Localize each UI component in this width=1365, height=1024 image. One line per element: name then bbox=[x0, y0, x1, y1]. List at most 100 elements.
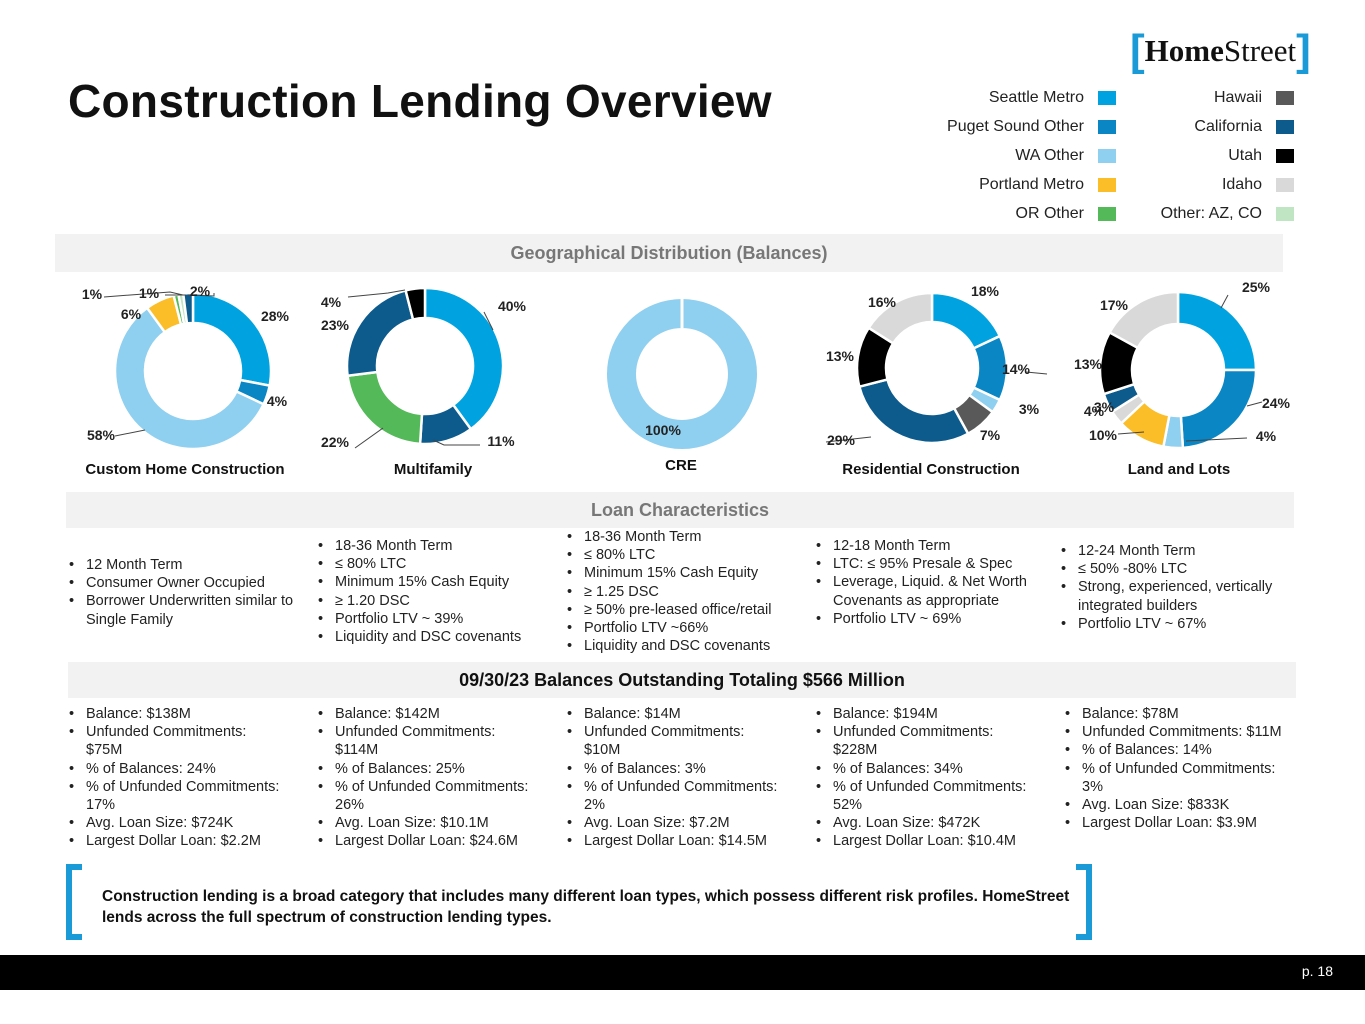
loan-characteristic-item: 12-18 Month Term bbox=[814, 537, 1039, 555]
balance-detail-item: % of Unfunded Commitments: 17% bbox=[67, 778, 282, 814]
data-label: 4% bbox=[1256, 428, 1277, 444]
logo-bracket-left: [ bbox=[1130, 26, 1145, 75]
section-header-geographical: Geographical Distribution (Balances) bbox=[55, 234, 1283, 272]
balance-detail-list: Balance: $78MUnfunded Commitments: $11M%… bbox=[1063, 705, 1283, 833]
data-label: 1% bbox=[139, 285, 160, 301]
chart-title-land-lots: Land and Lots bbox=[1127, 461, 1231, 478]
donut-segment bbox=[113, 306, 266, 451]
legend-swatch bbox=[1276, 120, 1294, 134]
data-label: 24% bbox=[1262, 395, 1291, 411]
legend-label: Portland Metro bbox=[979, 176, 1084, 193]
loan-characteristic-list: 12-24 Month Term≤ 50% -80% LTC Strong, e… bbox=[1059, 542, 1294, 633]
homestreet-logo: [ Home Street ] bbox=[1130, 26, 1311, 75]
donut-segment bbox=[607, 299, 757, 449]
leader-line bbox=[1025, 371, 1048, 375]
legend-item: California bbox=[1194, 116, 1294, 138]
loan-characteristic-list: 12-18 Month TermLTC: ≤ 95% Presale & Spe… bbox=[814, 537, 1039, 628]
loan-characteristic-item: ≤ 80% LTC bbox=[316, 555, 556, 573]
legend-item: OR Other bbox=[1016, 203, 1116, 225]
chart-title-multifamily: Multifamily bbox=[393, 461, 473, 478]
balance-detail-item: % of Unfunded Commitments: 2% bbox=[565, 778, 780, 814]
data-label: 22% bbox=[321, 434, 350, 450]
legend-item: Seattle Metro bbox=[989, 87, 1116, 109]
balance-detail-item: Balance: $142M bbox=[316, 705, 536, 723]
legend-label: Seattle Metro bbox=[988, 89, 1084, 106]
leader-line bbox=[483, 311, 494, 331]
loan-characteristic-item: ≤ 50% -80% LTC bbox=[1059, 560, 1294, 578]
donut-chart-1: 40% 11% 22% 23% 4% bbox=[321, 286, 527, 450]
legend-swatch bbox=[1276, 91, 1294, 105]
balance-detail-item: % of Balances: 24% bbox=[67, 760, 282, 778]
page-number: p. 18 bbox=[1301, 963, 1333, 979]
balance-detail-item: Largest Dollar Loan: $24.6M bbox=[316, 832, 536, 850]
leader-line bbox=[187, 293, 215, 297]
footer-note: Construction lending is a broad category… bbox=[102, 888, 1070, 926]
data-label: 18% bbox=[971, 283, 1000, 299]
data-label: 10% bbox=[1089, 427, 1118, 443]
balance-detail-item: Avg. Loan Size: $833K bbox=[1063, 796, 1283, 814]
balance-detail-item: Largest Dollar Loan: $2.2M bbox=[67, 832, 282, 850]
leader-line bbox=[114, 429, 146, 437]
loan-characteristic-item: 18-36 Month Term bbox=[316, 537, 556, 555]
balance-detail-list: Balance: $142MUnfunded Commitments: $114… bbox=[316, 705, 536, 851]
leader-line bbox=[1246, 401, 1263, 407]
balance-detail-item: Avg. Loan Size: $724K bbox=[67, 814, 282, 832]
bracket-right-decoration bbox=[1076, 864, 1092, 940]
legend-swatch bbox=[1098, 149, 1116, 163]
legend-item: Other: AZ, CO bbox=[1161, 203, 1294, 225]
balance-detail-item: Avg. Loan Size: $10.1M bbox=[316, 814, 536, 832]
donut-segment bbox=[345, 288, 415, 378]
balance-detail-item: % of Balances: 3% bbox=[565, 760, 780, 778]
donut-segment bbox=[1179, 368, 1258, 450]
loan-characteristic-item: Consumer Owner Occupied bbox=[67, 574, 302, 592]
loan-characteristic-item: Portfolio LTV ~ 67% bbox=[1059, 615, 1294, 633]
balance-detail-item: % of Unfunded Commitments: 52% bbox=[814, 778, 1034, 814]
balance-detail-item: % of Balances: 14% bbox=[1063, 741, 1283, 759]
data-label: 3% bbox=[1094, 399, 1115, 415]
donut-chart-2: 100% bbox=[607, 299, 757, 449]
section-header-balances: 09/30/23 Balances Outstanding Totaling $… bbox=[68, 662, 1296, 698]
data-label: 11% bbox=[487, 433, 515, 449]
leader-line bbox=[103, 291, 184, 298]
leader-line bbox=[347, 289, 406, 298]
legend-item: Portland Metro bbox=[979, 174, 1116, 196]
loan-characteristic-item: Minimum 15% Cash Equity bbox=[316, 573, 556, 591]
donut-segment bbox=[1176, 290, 1258, 372]
legend-item: Utah bbox=[1228, 145, 1294, 167]
loan-characteristic-item: ≤ 80% LTC bbox=[565, 546, 810, 564]
page-title: Construction Lending Overview bbox=[68, 75, 772, 127]
loan-characteristic-item: Liquidity and DSC covenants bbox=[316, 628, 556, 646]
donut-chart-3: 18% 14% 3% 7% 29% 13% 16% bbox=[825, 283, 1048, 448]
loan-characteristic-item: Borrower Underwritten similar to Single … bbox=[67, 592, 302, 628]
legend-item: Puget Sound Other bbox=[947, 116, 1116, 138]
logo-bracket-right: ] bbox=[1296, 26, 1311, 75]
donut-segment bbox=[191, 291, 273, 388]
data-label: 16% bbox=[868, 294, 897, 310]
legend-swatch bbox=[1098, 91, 1116, 105]
data-label: 2% bbox=[190, 283, 211, 299]
data-label: 17% bbox=[1100, 297, 1129, 313]
leader-line bbox=[354, 427, 384, 449]
data-label: 4% bbox=[267, 393, 288, 409]
legend-swatch bbox=[1098, 207, 1116, 221]
leader-line bbox=[1185, 437, 1248, 442]
leader-line bbox=[1220, 294, 1229, 309]
donut-segment bbox=[404, 286, 427, 322]
loan-characteristic-list: 12 Month TermConsumer Owner OccupiedBorr… bbox=[67, 556, 302, 629]
loan-characteristic-list: 18-36 Month Term≤ 80% LTCMinimum 15% Cas… bbox=[565, 528, 810, 656]
data-label: 7% bbox=[980, 427, 1001, 443]
balance-detail-item: Avg. Loan Size: $7.2M bbox=[565, 814, 780, 832]
data-label: 25% bbox=[1242, 279, 1271, 295]
data-label: 58% bbox=[87, 427, 116, 443]
loan-characteristic-item: 12 Month Term bbox=[67, 556, 302, 574]
donut-charts: 28% 4% 58% 6% 1% 1% 2% 40% 11% 22% 23% 4% 100% 18% 14%… bbox=[82, 279, 1291, 451]
balance-detail-item: % of Unfunded Commitments: 26% bbox=[316, 778, 536, 814]
balance-detail-item: Balance: $78M bbox=[1063, 705, 1283, 723]
balance-detail-list: Balance: $14MUnfunded Commitments: $10M%… bbox=[565, 705, 780, 851]
donut-chart-0: 28% 4% 58% 6% 1% 1% 2% bbox=[82, 283, 290, 451]
balance-detail-item: % of Unfunded Commitments: 3% bbox=[1063, 760, 1283, 796]
data-label: 23% bbox=[321, 317, 350, 333]
data-label: 1% bbox=[82, 286, 103, 302]
chart-title-custom-home: Custom Home Construction bbox=[85, 461, 285, 478]
balance-detail-item: Avg. Loan Size: $472K bbox=[814, 814, 1034, 832]
